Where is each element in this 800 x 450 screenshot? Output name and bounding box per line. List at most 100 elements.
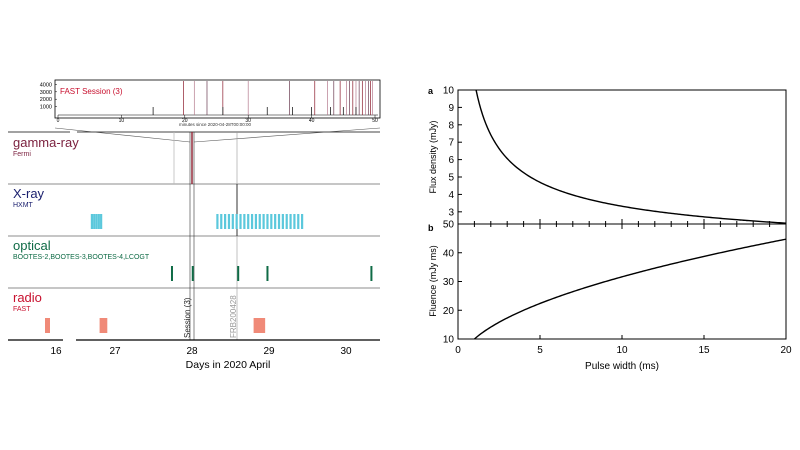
a-y-tick-label: 8 — [448, 120, 454, 131]
xray-bar — [95, 214, 98, 229]
b-y-tick-label: 40 — [443, 248, 455, 259]
event-label-session: Session (3) — [183, 297, 192, 338]
a-y-tick-label: 3 — [448, 207, 454, 218]
time-tick-label: 28 — [186, 346, 198, 357]
radio-bar — [253, 318, 266, 333]
xray-bar — [270, 214, 273, 229]
a-y-tick-label: 9 — [448, 103, 454, 114]
b-x-tick-label: 20 — [780, 345, 792, 356]
panel-a-ylabel: Flux density (mJy) — [428, 120, 438, 193]
inset-x-axis: 0 10 20 30 40 50 — [57, 115, 378, 124]
xray-bar — [247, 214, 250, 229]
panel-b-y-axis: 10 20 30 40 50 — [443, 220, 462, 346]
xray-bar — [231, 214, 234, 229]
b-y-tick-label: 30 — [443, 277, 455, 288]
event-label-frb: FRB200428 — [229, 295, 238, 338]
panel-b-frame — [457, 223, 787, 340]
xray-bar — [285, 214, 288, 229]
xray-bar — [227, 214, 231, 229]
panel-b-ylabel: Fluence (mJy ms) — [428, 245, 438, 317]
panel-instrument-xray: HXMT — [13, 202, 34, 209]
optical-bar — [191, 266, 194, 281]
panel-instrument-radio: FAST — [13, 306, 31, 313]
time-axis-label: Days in 2020 April — [186, 359, 271, 371]
b-y-tick-label: 10 — [443, 335, 455, 346]
panel-a-frame — [457, 89, 787, 225]
a-y-tick-label: 7 — [448, 138, 454, 149]
xray-bar — [90, 214, 93, 229]
panel-instrument-gamma: Fermi — [13, 151, 31, 158]
fluence-curve — [473, 238, 787, 340]
xray-bar — [277, 214, 281, 229]
xray-bar — [235, 214, 238, 229]
a-y-tick-label: 10 — [443, 86, 455, 97]
panel-b-x-axis: 0 5 10 15 20 — [455, 335, 792, 356]
panel-a-letter: a — [428, 86, 434, 96]
b-x-tick-label: 10 — [616, 345, 628, 356]
inset-x-tick-label: 10 — [119, 118, 125, 124]
xray-bar — [224, 214, 227, 229]
optical-bar — [370, 266, 373, 281]
inset-zoom-line-right — [193, 127, 381, 143]
xray-bar — [289, 214, 292, 229]
radio-bar — [99, 318, 108, 333]
a-y-tick-label: 4 — [448, 190, 454, 201]
xray-bar — [258, 214, 261, 229]
b-x-tick-label: 5 — [537, 345, 543, 356]
xray-bar — [266, 214, 269, 229]
panel-instrument-optical: BOOTES-2,BOOTES-3,BOOTES-4,LCOGT — [13, 254, 150, 261]
xray-bar — [97, 214, 100, 229]
a-y-tick-label: 5 — [448, 173, 454, 184]
panel-b-xlabel: Pulse width (ms) — [585, 361, 659, 372]
a-y-tick-label: 6 — [448, 155, 454, 166]
xray-bar — [250, 214, 254, 229]
inset-y-tick-label: 1000 — [40, 105, 52, 111]
inset-frame — [54, 79, 381, 119]
inset-x-tick-label: 50 — [372, 118, 378, 124]
time-tick-label: 27 — [109, 346, 121, 357]
optical-bar — [170, 266, 173, 281]
xray-bar — [239, 214, 242, 229]
inset-y-tick-label: 2000 — [40, 97, 52, 103]
inset-x-tick-label: 40 — [309, 118, 315, 124]
xray-bar — [93, 214, 96, 229]
flux-fluence-chart: a b 3 4 5 6 7 8 9 10 10 20 30 40 50 0 5 10 15 20 Flux d… — [428, 86, 792, 373]
xray-bar — [297, 214, 300, 229]
inset-xlabel: minutes since 2020-04-28T00:00:00 — [179, 122, 252, 127]
xray-observations — [90, 214, 304, 229]
inset-x-tick-label: 30 — [245, 118, 251, 124]
b-x-tick-label: 15 — [698, 345, 710, 356]
inset-burst-lines — [58, 81, 378, 116]
optical-observations — [170, 266, 373, 281]
xray-bar — [220, 214, 223, 229]
optical-bar — [266, 266, 269, 281]
panel-a-y-axis: 3 4 5 6 7 8 9 10 — [443, 86, 462, 218]
panel-label-optical: optical — [13, 238, 51, 253]
inset-zoom-line-left — [54, 127, 191, 143]
b-y-tick-label: 50 — [443, 220, 455, 231]
inset-y-tick-label: 3000 — [40, 90, 52, 96]
b-y-tick-label: 20 — [443, 306, 455, 317]
xray-bar — [293, 214, 296, 229]
panel-label-xray: X-ray — [13, 186, 45, 201]
xray-bar — [281, 214, 284, 229]
inset-title: FAST Session (3) — [60, 87, 123, 96]
flux-density-curve — [475, 89, 787, 224]
inset-x-tick-label: 0 — [57, 118, 60, 124]
panel-b-letter: b — [428, 223, 434, 233]
panel-a-x-ticks — [457, 219, 787, 229]
time-axis-ticks: 16 27 28 29 30 — [50, 346, 352, 357]
xray-bar — [262, 214, 265, 229]
xray-bar — [254, 214, 258, 229]
panel-label-radio: radio — [13, 290, 42, 305]
xray-bar — [243, 214, 246, 229]
inset-y-tick-label: 4000 — [40, 82, 52, 88]
time-tick-label: 16 — [50, 346, 62, 357]
radio-bar — [45, 318, 50, 333]
time-tick-label: 29 — [263, 346, 275, 357]
optical-bar — [237, 266, 240, 281]
xray-bar — [301, 214, 304, 229]
